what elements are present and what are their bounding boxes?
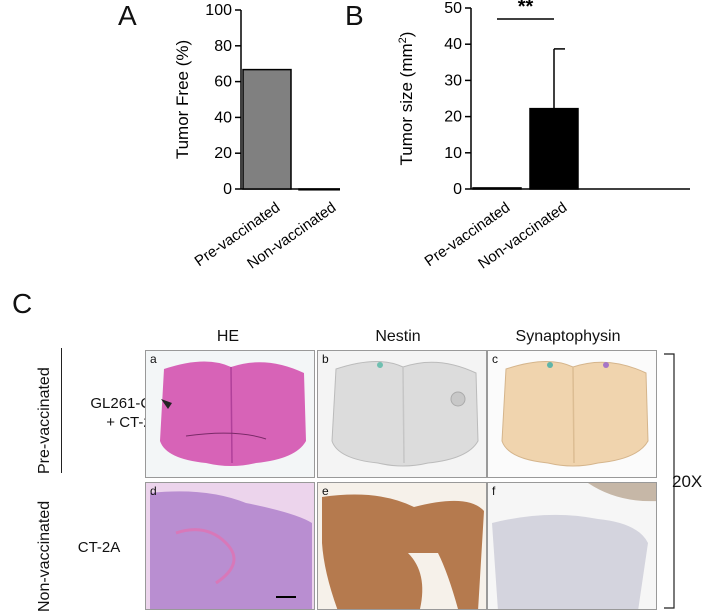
y-tick-label: 20 bbox=[214, 145, 232, 162]
scale-bar bbox=[276, 596, 296, 598]
bar bbox=[242, 68, 292, 190]
magnification-label: 20X bbox=[672, 472, 703, 491]
tile-tag-e: e bbox=[322, 484, 329, 498]
y-axis-label: Tumor Free (%) bbox=[173, 40, 192, 159]
bar bbox=[298, 188, 340, 191]
y-tick-label: 10 bbox=[444, 145, 462, 162]
y-tick-label: 100 bbox=[205, 2, 232, 19]
row-group-pre-vaccinated: Pre-vaccinated bbox=[36, 367, 53, 474]
y-tick-label: 20 bbox=[444, 109, 462, 126]
panel-letter-c: C bbox=[12, 288, 33, 319]
column-header-he: HE bbox=[216, 328, 240, 345]
tile-nestin-pre-vaccinated: b bbox=[317, 350, 487, 478]
tile-he-non-vaccinated: d bbox=[145, 482, 315, 610]
tile-tag-c: c bbox=[492, 352, 498, 366]
column-header-nestin: Nestin bbox=[375, 328, 421, 345]
he-tumor-section-image bbox=[150, 491, 312, 609]
tile-nestin-non-vaccinated: e bbox=[317, 482, 487, 610]
tile-tag-a: a bbox=[150, 352, 157, 366]
arrowhead-marker bbox=[161, 399, 172, 409]
tile-synaptophysin-non-vaccinated: f bbox=[487, 482, 657, 610]
magnification-bracket bbox=[664, 353, 675, 609]
row-group-non-vaccinated: Non-vaccinated bbox=[36, 500, 53, 612]
synaptophysin-brain-section-image bbox=[501, 360, 649, 467]
y-axis-label: Tumor size (mm2) bbox=[397, 32, 416, 166]
synaptophysin-tumor-section-image bbox=[492, 483, 656, 609]
nestin-brain-section-image bbox=[331, 360, 479, 467]
y-tick-label: 40 bbox=[444, 36, 462, 53]
bar bbox=[472, 187, 522, 190]
tile-tag-f: f bbox=[492, 484, 496, 498]
y-tick-label: 60 bbox=[214, 74, 232, 91]
panel-letter-a: A bbox=[118, 0, 137, 31]
bar bbox=[529, 107, 579, 190]
tile-synaptophysin-pre-vaccinated: c bbox=[487, 350, 657, 478]
he-brain-section-image bbox=[160, 361, 306, 466]
row-label-ct2a: CT-2A bbox=[77, 539, 121, 556]
y-tick-label: 0 bbox=[223, 181, 232, 198]
y-tick-label: 30 bbox=[444, 72, 462, 89]
tile-tag-d: d bbox=[150, 484, 157, 498]
y-tick-label: 40 bbox=[214, 109, 232, 126]
y-tick-label: 0 bbox=[453, 181, 462, 198]
y-tick-label: 80 bbox=[214, 38, 232, 55]
column-header-synaptophysin: Synaptophysin bbox=[515, 328, 621, 345]
tile-tag-b: b bbox=[322, 352, 329, 366]
significance-label: ** bbox=[518, 0, 534, 18]
row-group-divider bbox=[61, 348, 62, 473]
panel-letter-b: B bbox=[345, 0, 364, 31]
y-tick-label: 50 bbox=[444, 0, 462, 17]
tile-he-pre-vaccinated: a bbox=[145, 350, 315, 478]
nestin-tumor-section-image bbox=[322, 494, 484, 609]
